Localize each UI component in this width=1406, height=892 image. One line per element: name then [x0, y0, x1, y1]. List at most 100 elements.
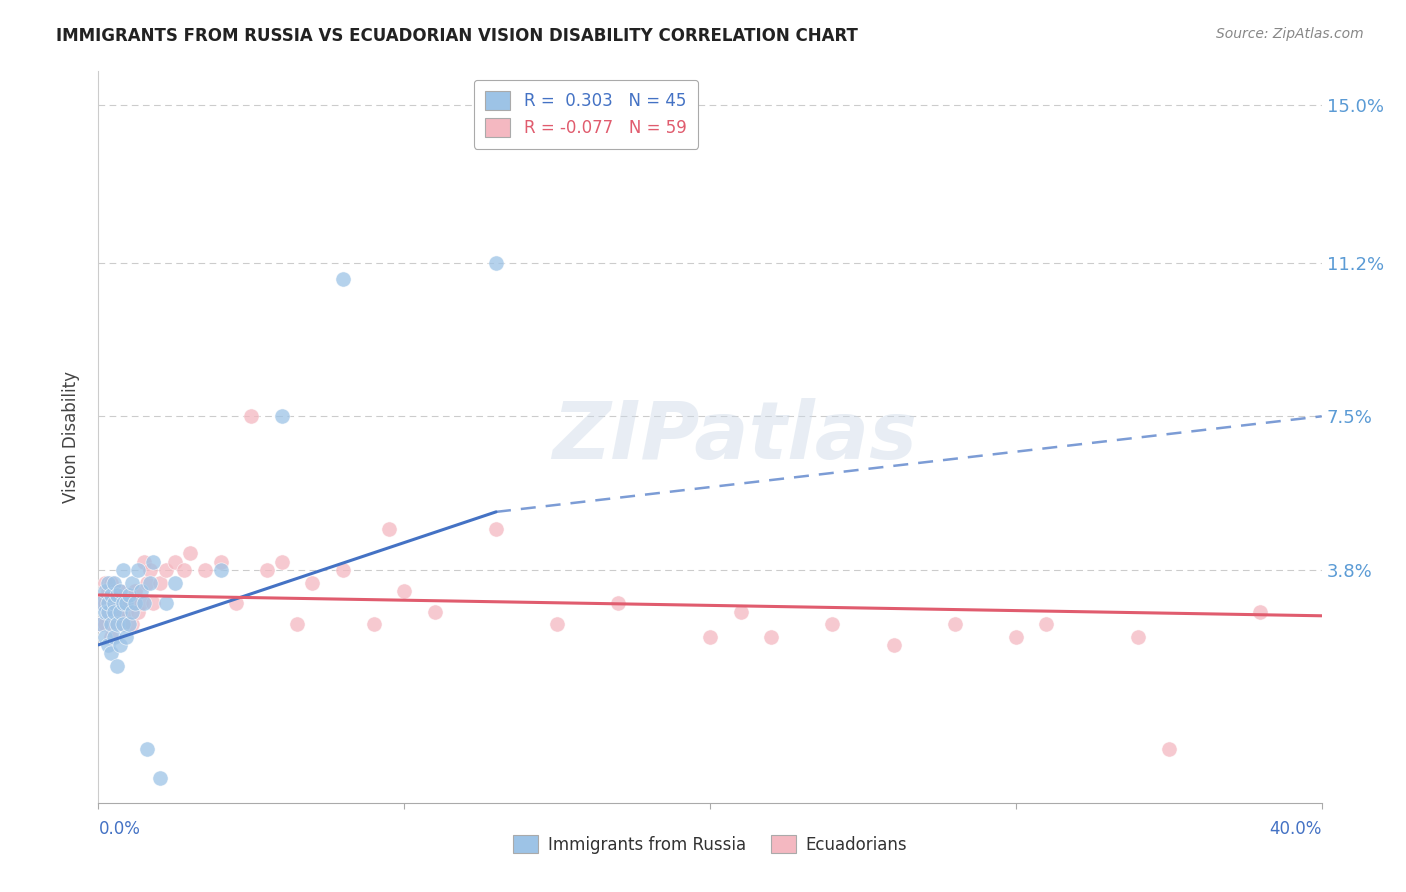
Point: [97, 596, 120, 610]
Point: [105, 617, 128, 632]
Point: [142, 555, 165, 569]
Point: [111, 596, 134, 610]
Point: [118, 617, 141, 632]
Point: [332, 563, 354, 577]
Point: [121, 605, 143, 619]
Point: [209, 555, 232, 569]
Point: [730, 605, 752, 619]
Point: [93, 583, 115, 598]
Point: [108, 605, 131, 619]
Point: [100, 617, 122, 632]
Point: [270, 555, 292, 569]
Point: [546, 617, 568, 632]
Point: [105, 658, 128, 673]
Point: [105, 588, 128, 602]
Point: [100, 630, 122, 644]
Point: [100, 646, 122, 660]
Point: [194, 563, 217, 577]
Point: [332, 272, 354, 286]
Point: [155, 596, 177, 610]
Point: [378, 521, 401, 535]
Point: [108, 583, 131, 598]
Point: [93, 605, 115, 619]
Text: IMMIGRANTS FROM RUSSIA VS ECUADORIAN VISION DISABILITY CORRELATION CHART: IMMIGRANTS FROM RUSSIA VS ECUADORIAN VIS…: [56, 27, 858, 45]
Point: [392, 583, 416, 598]
Point: [485, 521, 508, 535]
Point: [136, 741, 159, 756]
Point: [155, 563, 177, 577]
Point: [115, 630, 138, 644]
Point: [100, 575, 122, 590]
Text: Source: ZipAtlas.com: Source: ZipAtlas.com: [1216, 27, 1364, 41]
Point: [139, 563, 162, 577]
Text: 40.0%: 40.0%: [1270, 821, 1322, 838]
Point: [97, 583, 120, 598]
Point: [97, 575, 120, 590]
Point: [363, 617, 385, 632]
Point: [163, 555, 186, 569]
Point: [103, 583, 125, 598]
Point: [111, 563, 134, 577]
Point: [108, 638, 131, 652]
Point: [225, 596, 247, 610]
Point: [121, 575, 143, 590]
Point: [118, 588, 141, 602]
Point: [118, 596, 141, 610]
Point: [90, 596, 112, 610]
Point: [103, 605, 125, 619]
Point: [301, 575, 323, 590]
Point: [883, 638, 905, 652]
Point: [209, 563, 232, 577]
Point: [607, 596, 630, 610]
Point: [127, 605, 149, 619]
Point: [111, 617, 134, 632]
Point: [105, 617, 128, 632]
Point: [240, 409, 263, 424]
Point: [97, 638, 120, 652]
Point: [943, 617, 966, 632]
Point: [103, 575, 125, 590]
Point: [124, 596, 146, 610]
Point: [127, 563, 149, 577]
Point: [103, 605, 125, 619]
Point: [93, 596, 115, 610]
Point: [90, 617, 112, 632]
Point: [285, 617, 308, 632]
Point: [1004, 630, 1026, 644]
Point: [270, 409, 292, 424]
Point: [1249, 605, 1271, 619]
Point: [93, 575, 115, 590]
Point: [90, 617, 112, 632]
Point: [129, 583, 152, 598]
Point: [142, 596, 165, 610]
Text: ZIPatlas: ZIPatlas: [553, 398, 917, 476]
Point: [100, 588, 122, 602]
Point: [173, 563, 195, 577]
Point: [179, 546, 201, 560]
Point: [111, 596, 134, 610]
Point: [821, 617, 844, 632]
Point: [423, 605, 446, 619]
Point: [699, 630, 721, 644]
Point: [485, 255, 508, 269]
Point: [103, 596, 125, 610]
Point: [149, 771, 172, 785]
Point: [115, 605, 138, 619]
Point: [256, 563, 278, 577]
Point: [134, 555, 156, 569]
Point: [93, 617, 115, 632]
Point: [97, 605, 120, 619]
Point: [1128, 630, 1150, 644]
Point: [90, 596, 112, 610]
Point: [105, 596, 128, 610]
Point: [121, 617, 143, 632]
Point: [1157, 741, 1180, 756]
Point: [129, 596, 152, 610]
Point: [93, 630, 115, 644]
Point: [136, 575, 159, 590]
Point: [111, 617, 134, 632]
Point: [163, 575, 186, 590]
Point: [108, 583, 131, 598]
Point: [124, 583, 146, 598]
Point: [108, 605, 131, 619]
